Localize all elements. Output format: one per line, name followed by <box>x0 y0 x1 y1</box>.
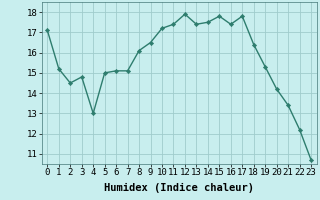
X-axis label: Humidex (Indice chaleur): Humidex (Indice chaleur) <box>104 183 254 193</box>
